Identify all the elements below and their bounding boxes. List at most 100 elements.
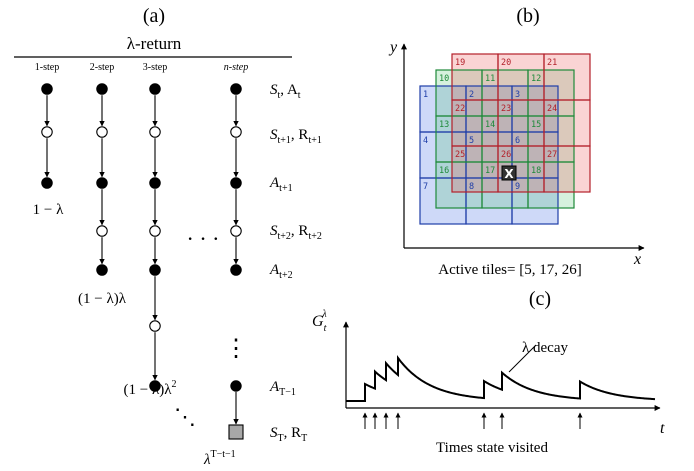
- column-label-1-step: 1-step: [35, 62, 59, 73]
- tile-number: 23: [501, 104, 511, 114]
- action-node: [149, 83, 161, 95]
- tile-number: 22: [455, 104, 465, 114]
- decay-annotation-leader: [508, 344, 537, 373]
- weight-n-step: λT−t−1: [203, 449, 236, 468]
- action-node: [149, 264, 161, 276]
- state-node: [41, 126, 53, 138]
- decay-annotation: λ decay: [522, 340, 568, 356]
- tiling-green-fill: [436, 70, 574, 208]
- tile-number: 6: [515, 136, 520, 146]
- action-node: [41, 83, 53, 95]
- tile-number: 9: [515, 182, 520, 192]
- column-label-3-step: 3-step: [143, 62, 167, 73]
- backup-diagram: [41, 83, 244, 440]
- action-node: [230, 380, 242, 392]
- tile-number: 5: [469, 136, 474, 146]
- tile-number: 25: [455, 150, 465, 160]
- column-label-n-step: n-step: [224, 62, 248, 73]
- panel-c: (c) Gtλ t λ decay Times state visited: [312, 288, 665, 456]
- diagonal-ellipsis: ⋱: [174, 404, 196, 429]
- state-node: [230, 225, 242, 237]
- tile-number: 10: [439, 74, 449, 84]
- tile-axes: y x: [388, 39, 645, 268]
- tiling-green: 10 11 12 13 14 15 16 17 18: [435, 69, 575, 209]
- trace-y-label: Gtλ: [312, 309, 327, 334]
- state-label-at2: At+2: [269, 262, 293, 281]
- tile-number: 26: [501, 150, 511, 160]
- visit-arrows: [362, 412, 583, 429]
- state-node: [230, 126, 242, 138]
- times-state-visited-caption: Times state visited: [436, 440, 548, 456]
- tiling-red-fill: [452, 54, 590, 192]
- tile-number: 11: [485, 74, 495, 84]
- action-node: [96, 177, 108, 189]
- active-tiles-caption: Active tiles= [5, 17, 26]: [438, 262, 581, 278]
- tile-number: 27: [547, 150, 557, 160]
- terminal-state: [228, 424, 244, 440]
- tile-number: 1: [423, 90, 428, 100]
- eligibility-trace-curve: [346, 354, 656, 402]
- lambda-return-title: λ-return: [127, 34, 182, 53]
- state-node: [96, 126, 108, 138]
- tile-number: 17: [485, 166, 495, 176]
- tile-number: 12: [531, 74, 541, 84]
- weight-1-step: 1 − λ: [33, 202, 64, 218]
- state-label-st-at: St, At: [270, 82, 301, 101]
- axis-label-x: x: [633, 251, 641, 268]
- action-node: [149, 380, 161, 392]
- tile-number: 18: [531, 166, 541, 176]
- state-marker: [501, 165, 517, 181]
- tiling-blue-fill: [420, 86, 558, 224]
- action-node: [149, 177, 161, 189]
- trace-x-label: t: [660, 420, 665, 437]
- state-labels: St, At St+1, Rt+1 At+1 St+2, Rt+2 At+2 A…: [269, 82, 322, 444]
- state-marker-x: X: [504, 167, 514, 181]
- action-node: [230, 177, 242, 189]
- action-node: [230, 264, 242, 276]
- state-label-sT-rT: ST, RT: [270, 425, 307, 444]
- weight-2-step: (1 − λ)λ: [78, 291, 127, 307]
- action-node: [96, 264, 108, 276]
- horizontal-ellipsis: · · ·: [187, 226, 220, 251]
- state-label-st2-rt2: St+2, Rt+2: [270, 223, 322, 242]
- state-node: [96, 225, 108, 237]
- action-node: [96, 83, 108, 95]
- tile-number: 24: [547, 104, 557, 114]
- state-node: [149, 126, 161, 138]
- tile-number: 16: [439, 166, 449, 176]
- vertical-ellipsis: ⋮: [224, 336, 248, 362]
- tile: [543, 145, 591, 193]
- tiling-blue: 1 2 34 5 67 8 9: [419, 85, 559, 225]
- panel-b-label: (b): [516, 5, 539, 27]
- tile-number: 14: [485, 120, 495, 130]
- tile-number: 13: [439, 120, 449, 130]
- tile: [527, 161, 575, 209]
- axis-label-y: y: [388, 39, 398, 56]
- tile-number: 4: [423, 136, 428, 146]
- state-label-st1-rt1: St+1, Rt+1: [270, 127, 322, 146]
- column-label-2-step: 2-step: [90, 62, 114, 73]
- tile-number: 15: [531, 120, 541, 130]
- tile-number: 21: [547, 58, 557, 68]
- action-node: [41, 177, 53, 189]
- state-label-aT1: AT−1: [269, 379, 296, 398]
- tile-number: 3: [515, 90, 520, 100]
- tile-number: 7: [423, 182, 428, 192]
- tile-number: 20: [501, 58, 511, 68]
- state-node: [149, 320, 161, 332]
- tile-number: 19: [455, 58, 465, 68]
- panel-a-label: (a): [143, 5, 165, 27]
- tile-number: 8: [469, 182, 474, 192]
- panel-c-label: (c): [529, 288, 551, 310]
- weight-3-step: (1 − λ)λ2: [124, 379, 177, 398]
- tile: [511, 177, 559, 225]
- action-node: [230, 83, 242, 95]
- tile-number: 2: [469, 90, 474, 100]
- state-node: [149, 225, 161, 237]
- panel-a: (a) λ-return 1-step 2-step 3-step n-step…: [14, 5, 322, 468]
- state-label-at1: At+1: [269, 175, 293, 194]
